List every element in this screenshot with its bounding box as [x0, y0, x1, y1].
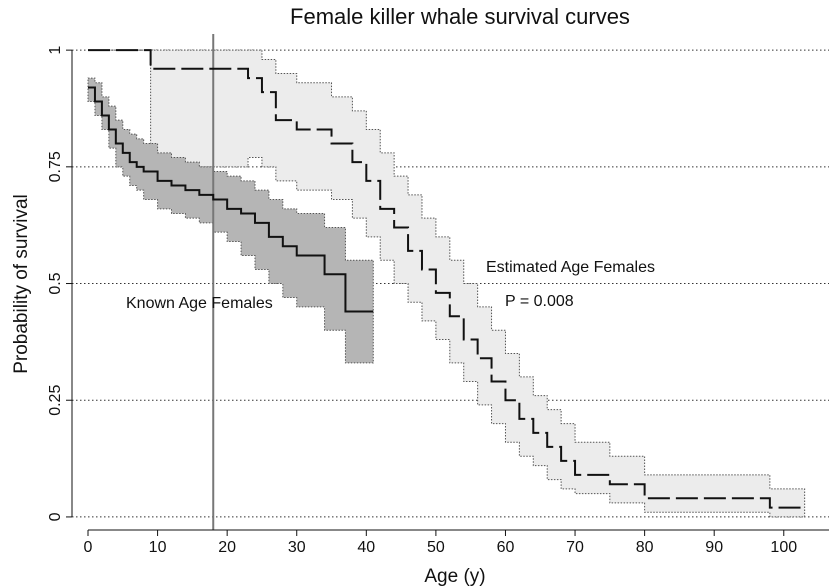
y-tick-label: 0.75	[47, 151, 64, 182]
x-tick-label: 40	[357, 539, 375, 556]
series-label: Estimated Age Females	[486, 259, 655, 276]
x-tick-label: 70	[566, 539, 584, 556]
chart-title: Female killer whale survival curves	[290, 4, 630, 29]
y-tick-label: 0.5	[47, 272, 64, 294]
x-tick-label: 80	[636, 539, 654, 556]
x-tick-label: 90	[705, 539, 723, 556]
y-axis-label: Probability of survival	[11, 194, 32, 374]
confidence-band	[87, 77, 374, 364]
y-tick-label: 0	[47, 512, 64, 521]
x-tick-label: 50	[427, 539, 445, 556]
confidence-band	[88, 49, 806, 518]
survival-line	[88, 49, 805, 509]
x-axis-label: Age (y)	[424, 566, 485, 587]
x-tick-label: 100	[770, 539, 797, 556]
p-value-annotation: P = 0.008	[505, 293, 574, 310]
x-tick-label: 10	[149, 539, 167, 556]
x-tick-label: 60	[497, 539, 515, 556]
y-tick-label: 0.25	[47, 385, 64, 416]
series-label: Known Age Females	[126, 295, 273, 312]
x-tick-label: 20	[218, 539, 236, 556]
survival-line	[88, 86, 374, 313]
x-tick-label: 0	[84, 539, 93, 556]
x-tick-label: 30	[288, 539, 306, 556]
y-tick-label: 1	[47, 46, 64, 55]
